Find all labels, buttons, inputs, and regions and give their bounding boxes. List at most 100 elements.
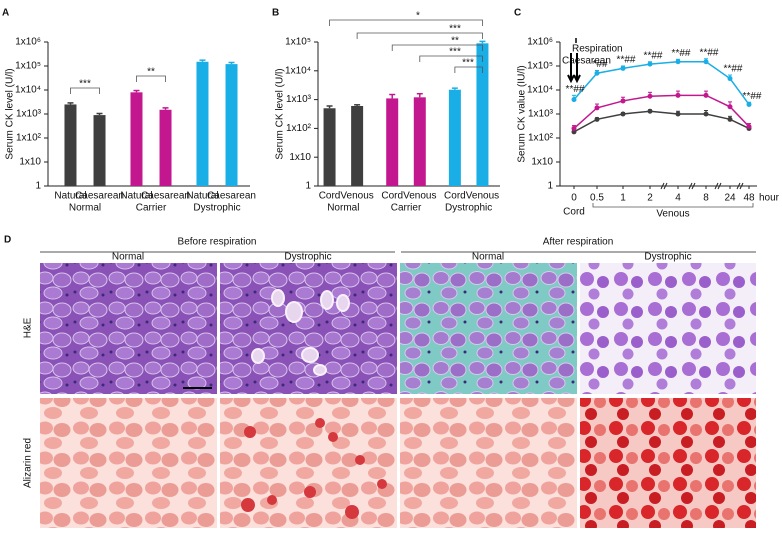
y-tick-label: 1x10³ — [16, 109, 42, 120]
axis-break — [714, 182, 722, 190]
y-tick-label: 1x10³ — [528, 109, 554, 120]
x-tick-label: Natural — [120, 191, 152, 202]
bar — [196, 61, 209, 186]
significance-bracket — [454, 66, 483, 73]
data-point — [727, 104, 733, 110]
y-tick-label: 1x10⁵ — [527, 61, 553, 72]
x-tick-label: 8 — [703, 193, 709, 204]
x-tick-label: 2 — [647, 193, 653, 204]
significance-label: **## — [724, 64, 743, 75]
significance-label: *** — [449, 47, 461, 58]
y-tick-label: 1x10⁴ — [527, 85, 553, 96]
annotation: Respiration — [572, 44, 623, 55]
y-tick-label: 1x10 — [19, 157, 41, 168]
data-point — [571, 125, 577, 131]
significance-label: *** — [79, 79, 91, 90]
data-point — [571, 97, 577, 103]
data-point — [675, 92, 681, 98]
axis-break — [736, 182, 744, 190]
x-tick-label: 0.5 — [590, 193, 604, 204]
significance-label: **## — [566, 84, 585, 95]
x-tick-label: Venous — [340, 191, 373, 202]
stained-fibers — [241, 418, 387, 519]
significance-label: ** — [147, 67, 155, 78]
y-tick-label: 1x10⁵ — [285, 37, 311, 48]
arrow — [573, 53, 581, 84]
data-point — [746, 101, 752, 107]
axis-break — [688, 182, 696, 190]
y-tick-label: 1x10⁶ — [527, 37, 553, 48]
x-tick-label: Caesarean — [207, 191, 256, 202]
data-point — [647, 108, 653, 114]
data-point — [703, 111, 709, 117]
group-label: Normal — [327, 203, 359, 214]
group-label: Cord — [563, 207, 585, 218]
x-tick-label: Caesarean — [141, 191, 190, 202]
x-tick-label: 48 — [743, 193, 755, 204]
x-tick-label: 0 — [571, 193, 577, 204]
series-line — [573, 61, 750, 105]
y-tick-label: 1x10⁴ — [285, 65, 311, 76]
y-tick-label: 1 — [547, 181, 553, 192]
significance-bracket — [356, 32, 483, 39]
significance-label: *## — [592, 59, 607, 70]
column-label: Dystrophic — [644, 252, 691, 263]
x-tick-label: Natural — [54, 191, 86, 202]
significance-bracket — [391, 44, 483, 51]
significance-bracket — [136, 75, 166, 82]
bar — [225, 64, 238, 186]
bar — [323, 108, 336, 186]
y-tick-label: 1x10⁶ — [15, 37, 41, 48]
bar — [159, 109, 172, 186]
data-point — [703, 59, 709, 65]
bar — [386, 98, 399, 186]
data-point — [620, 98, 626, 104]
y-tick-label: 1x10² — [528, 133, 554, 144]
data-point — [594, 116, 600, 122]
data-point — [746, 124, 752, 130]
x-tick-label: Venous — [403, 191, 436, 202]
column-title: Before respiration — [178, 237, 257, 248]
y-tick-label: 1x10⁴ — [15, 85, 41, 96]
significance-label: ** — [451, 36, 459, 47]
y-tick-label: 1x10² — [286, 123, 312, 134]
x-tick-label: Caesarean — [75, 191, 124, 202]
significance-label: **## — [700, 47, 719, 58]
group-label: Normal — [69, 203, 101, 214]
y-axis-label: Serum CK value (IU/l) — [517, 65, 528, 162]
group-label: Carrier — [136, 203, 167, 214]
bar — [448, 89, 461, 186]
y-tick-label: 1x10 — [531, 157, 553, 168]
micrograph — [400, 398, 577, 528]
column-label: Normal — [112, 252, 144, 263]
data-point — [675, 59, 681, 65]
y-axis-label: Serum CK level (U/l) — [275, 68, 286, 159]
series-line — [573, 94, 750, 130]
significance-bracket — [329, 19, 483, 26]
panel-label: A — [2, 8, 9, 19]
x-tick-label: 4 — [675, 193, 681, 204]
y-tick-label: 1 — [305, 181, 311, 192]
hyaline-fibers — [251, 289, 350, 376]
x-tick-label: Cord — [444, 191, 466, 202]
significance-label: * — [416, 11, 420, 22]
data-point — [620, 111, 626, 117]
significance-label: **## — [743, 91, 762, 102]
bar — [93, 115, 106, 186]
significance-bracket — [419, 55, 483, 62]
column-title: After respiration — [543, 237, 614, 248]
data-point — [727, 76, 733, 82]
data-point — [594, 70, 600, 76]
panel-label: D — [4, 235, 11, 246]
micrograph — [580, 398, 756, 528]
bar — [476, 43, 489, 187]
significance-label: *** — [449, 24, 461, 35]
significance-label: **## — [644, 50, 663, 61]
group-label: Venous — [656, 209, 689, 220]
significance-label: *** — [462, 58, 474, 69]
y-tick-label: 1x10³ — [286, 94, 312, 105]
group-label: Carrier — [391, 203, 422, 214]
column-label: Dystrophic — [284, 252, 331, 263]
column-label: Normal — [472, 252, 504, 263]
x-tick-label: Natural — [186, 191, 218, 202]
